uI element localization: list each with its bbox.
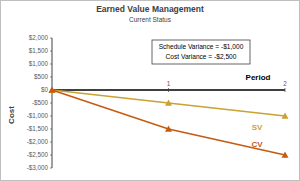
- y-tick-label: -$2,000: [27, 138, 49, 145]
- x-axis-label: Period: [246, 73, 271, 82]
- subtitle: Current Status: [129, 16, 172, 23]
- chart-container: Earned Value Management Current Status Cos…: [0, 0, 300, 181]
- series-label: SV: [252, 123, 263, 132]
- chart-frame: [1, 1, 300, 181]
- series-marker: [49, 87, 56, 93]
- plot-area: [49, 87, 289, 158]
- x-tick: [285, 88, 286, 92]
- y-axis-label: Cost: [7, 106, 16, 124]
- y-tick-label: -$1,000: [27, 112, 49, 119]
- annotation: Cost Variance = -$2,500: [166, 53, 237, 60]
- y-tick-label: $500: [34, 73, 49, 80]
- series-line: [52, 90, 285, 116]
- y-tick-label: -$1,500: [27, 125, 49, 132]
- series-marker: [165, 126, 172, 132]
- y-tick-label: -$2,500: [27, 151, 49, 158]
- y-tick-label: -$500: [32, 99, 49, 106]
- x-tick-label: 2: [283, 80, 287, 87]
- y-tick-label: $1,000: [29, 60, 49, 67]
- series-line: [52, 90, 285, 155]
- series-marker: [282, 113, 289, 119]
- title: Earned Value Management: [96, 4, 204, 14]
- x-tick-label: 1: [167, 80, 171, 87]
- x-tick: [168, 88, 169, 92]
- annotation: Schedule Variance = -$1,000: [159, 43, 244, 50]
- y-axis: [52, 38, 53, 168]
- annotation-box: [152, 40, 250, 64]
- y-tick-label: $1,500: [29, 47, 49, 54]
- series-marker: [282, 152, 289, 158]
- y-tick-label: $2,000: [29, 34, 49, 41]
- series-marker: [49, 87, 56, 93]
- series-label: CV: [251, 140, 263, 149]
- y-tick-label: -$3,000: [27, 164, 49, 171]
- chart-svg: Earned Value Management Current Status Cos…: [0, 0, 300, 181]
- y-tick-label: $0: [41, 86, 49, 93]
- series-marker: [165, 100, 172, 106]
